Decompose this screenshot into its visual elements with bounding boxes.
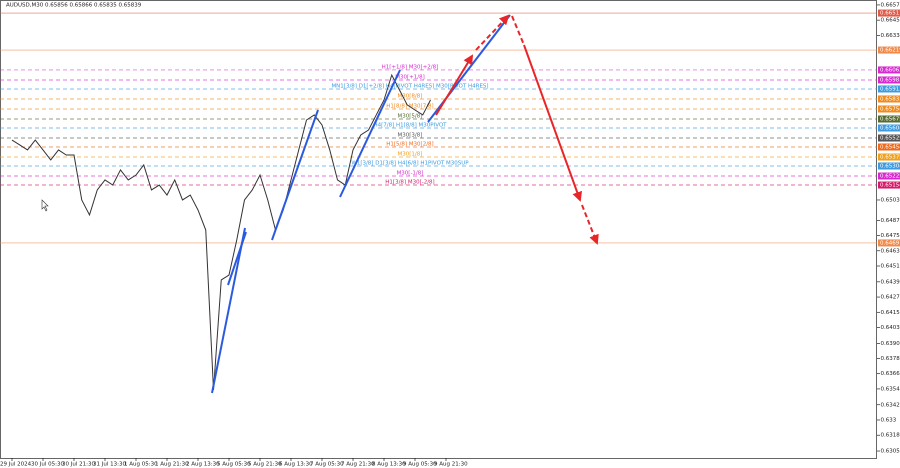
x-tick-label: 2 Aug 13:30: [186, 462, 220, 468]
y-tick-label: 0.63785: [881, 356, 900, 362]
x-tick-label: 7 Aug 05:30: [310, 462, 344, 468]
level-label: M30[+1/8]: [395, 74, 425, 80]
price-tag: [878, 85, 900, 93]
forecast-arrow: [523, 44, 582, 202]
price-tag: [878, 95, 900, 103]
price-tag: [878, 143, 900, 151]
price-tag: [878, 181, 900, 189]
x-tick-label: 31 Jul 13:30: [93, 462, 126, 468]
level-label: H4[7/8] H1[8/8] M30PIVOT: [373, 122, 447, 128]
price-tag: [878, 76, 900, 84]
price-line: [11, 73, 431, 390]
price-tag-label: 0.66062: [880, 67, 900, 73]
price-tag: [878, 239, 900, 247]
price-tag-label: 0.66511: [880, 11, 900, 17]
trend-line: [427, 14, 511, 123]
y-tick-label: 0.64755: [881, 233, 900, 239]
price-tag-label: 0.65912: [880, 86, 900, 92]
price-tag: [878, 172, 900, 180]
price-tag: [878, 46, 900, 54]
trend-line: [271, 109, 319, 241]
price-tag: [878, 162, 900, 170]
y-tick-label: 0.63665: [881, 371, 900, 377]
price-tag: [878, 105, 900, 113]
x-tick-label: 9 Aug 05:30: [403, 462, 437, 468]
trend-line: [227, 231, 247, 286]
level-label: H1[5/8] M30[2/8]: [386, 142, 433, 148]
forecast-arrow: [511, 15, 525, 46]
price-tag-label: 0.65604: [880, 125, 900, 131]
level-label: H1[3/8] M30[-2/8]: [385, 180, 434, 186]
x-tick-label: 29 Jul 2024: [0, 462, 32, 468]
price-tag-label: 0.65225: [880, 174, 900, 180]
price-tag-label: 0.66219: [880, 48, 900, 54]
y-tick-label: 0.6415: [881, 310, 900, 316]
x-tick-label: 9 Aug 21:30: [434, 462, 468, 468]
x-tick-label: 8 Aug 13:30: [372, 462, 406, 468]
price-tag-label: 0.64697: [880, 240, 900, 246]
y-tick-label: 0.63545: [881, 386, 900, 392]
forecast-arrows: [435, 14, 599, 245]
y-tick-label: 0.66335: [881, 33, 900, 39]
level-label: MN1[3/8] D1[+2/8] H4[PIVOT H4RES] M30[PI…: [331, 83, 488, 89]
price-tag-label: 0.65675: [880, 116, 900, 122]
y-tick-label: 0.6439: [881, 279, 900, 285]
trend-line: [339, 69, 401, 198]
x-tick-label: 7 Aug 21:30: [341, 462, 375, 468]
y-tick-label: 0.6342: [881, 402, 900, 408]
x-tick-label: 5 Aug 21:30: [248, 462, 282, 468]
x-tick-label: 6 Aug 13:30: [279, 462, 313, 468]
price-tag: [878, 66, 900, 74]
level-label: H1[+1/8] M30[+2/8]: [382, 64, 439, 70]
price-tag: [878, 124, 900, 132]
trend-line: [211, 227, 246, 394]
y-tick-label: 0.64635: [881, 248, 900, 254]
price-tag: [878, 115, 900, 123]
x-tick-label: 30 Jul 21:30: [62, 462, 95, 468]
y-tick-label: 0.63055: [881, 449, 900, 455]
price-tag: [878, 134, 900, 142]
y-tick-label: 0.64515: [881, 264, 900, 270]
level-label: W1[3/8] D1[3/8] H4[6/8] H1PIVOT M30SUP: [351, 161, 469, 167]
price-tag: [878, 153, 900, 161]
plot-frame: [0, 0, 877, 459]
trend-lines: [211, 14, 511, 394]
price-tag-label: 0.65154: [880, 183, 900, 189]
y-tick-label: 0.633: [881, 417, 897, 423]
level-label: M30[8/8]: [398, 93, 423, 99]
price-tag-label: 0.65304: [880, 164, 900, 170]
levels: H1[+1/8] M30[+2/8] M30[+1/8] MN1[3/8] D1[+…: [0, 12, 877, 244]
y-tick-label: 0.66455: [881, 18, 900, 24]
cursor: [41, 199, 49, 212]
chart-title: AUDUSD,M30 0.65856 0.65866 0.65835 0.658…: [6, 3, 142, 9]
y-tick-label: 0.66575: [881, 2, 900, 8]
price-tag-label: 0.65833: [880, 96, 900, 102]
forecast-arrow: [475, 14, 510, 51]
x-tick-label: 30 Jul 05:30: [31, 462, 64, 468]
forecast-arrow: [581, 204, 599, 245]
forecast-arrow: [435, 54, 474, 116]
price-tag-label: 0.65983: [880, 77, 900, 83]
price-series: [11, 73, 431, 390]
price-tag-label: 0.65375: [880, 155, 900, 161]
x-tick-label: 5 Aug 05:30: [217, 462, 251, 468]
y-tick-label: 0.63905: [881, 341, 900, 347]
price-tag-label: 0.65525: [880, 136, 900, 142]
level-label: M30[1/8]: [398, 152, 423, 158]
x-tick-label: 1 Aug 05:30: [124, 462, 158, 468]
y-tick-label: 0.6403: [881, 325, 900, 331]
price-tag-label: 0.65754: [880, 106, 900, 112]
price-tag-label: 0.65454: [880, 145, 900, 151]
level-label: M30[-1/8]: [397, 171, 424, 177]
y-tick-label: 0.65036: [881, 197, 900, 203]
y-tick-label: 0.6427: [881, 295, 900, 301]
price-tag: [878, 9, 900, 17]
x-tick-label: 1 Aug 21:30: [155, 462, 189, 468]
y-tick-label: 0.64875: [881, 218, 900, 224]
y-tick-label: 0.6318: [881, 433, 900, 439]
level-label: M30[3/8]: [398, 133, 423, 139]
level-label: M30[5/8]: [398, 113, 423, 119]
